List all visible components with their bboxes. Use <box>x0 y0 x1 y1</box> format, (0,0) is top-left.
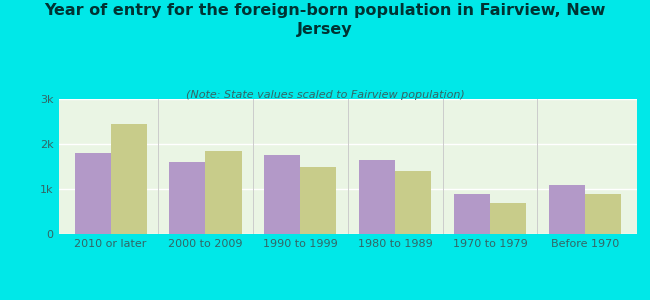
Bar <box>395 171 431 234</box>
Bar <box>454 194 490 234</box>
Legend: Fairview, New Jersey: Fairview, New Jersey <box>243 297 452 300</box>
Bar <box>490 202 526 234</box>
Bar <box>549 184 585 234</box>
Bar <box>300 167 336 234</box>
Bar <box>265 155 300 234</box>
Text: Year of entry for the foreign-born population in Fairview, New
Jersey: Year of entry for the foreign-born popul… <box>44 3 606 37</box>
Text: (Note: State values scaled to Fairview population): (Note: State values scaled to Fairview p… <box>186 90 464 100</box>
Bar <box>359 160 395 234</box>
Bar <box>111 124 147 234</box>
Bar <box>205 151 242 234</box>
Bar <box>170 162 205 234</box>
Bar <box>585 194 621 234</box>
Bar <box>75 153 110 234</box>
